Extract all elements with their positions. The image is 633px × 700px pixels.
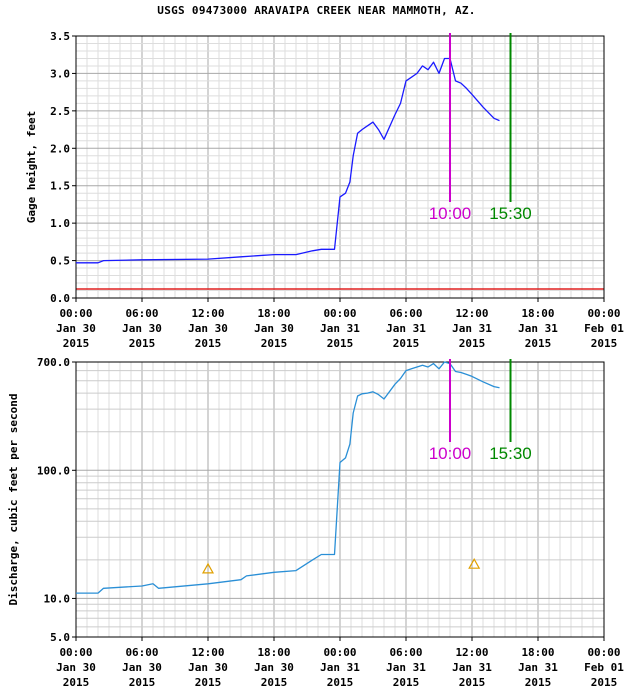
x-tick-label: 00:00 bbox=[323, 307, 356, 320]
x-tick-label: 18:00 bbox=[257, 307, 290, 320]
x-tick-label: 18:00 bbox=[521, 646, 554, 659]
chart-panel-2: 5.0 10.0 100.0 700.0 00:00 Jan 30 2015 06:00 Jan… bbox=[7, 356, 624, 689]
x-tick-label: 06:00 bbox=[125, 307, 158, 320]
x-tick-label: 2015 bbox=[393, 676, 420, 689]
x-tick-label: 2015 bbox=[459, 337, 486, 350]
x-tick-label: 12:00 bbox=[191, 307, 224, 320]
estimated-value-marker bbox=[201, 562, 215, 574]
x-tick-label: 00:00 bbox=[59, 307, 92, 320]
x-tick-label: Jan 31 bbox=[452, 322, 492, 335]
x-tick-label: Jan 30 bbox=[254, 322, 294, 335]
x-tick-label: Jan 31 bbox=[386, 322, 426, 335]
x-tick-label: 2015 bbox=[525, 676, 552, 689]
annotation-label-2: 15:30 bbox=[489, 204, 532, 223]
annotation-label-2: 15:30 bbox=[489, 444, 532, 463]
x-tick-label: 06:00 bbox=[125, 646, 158, 659]
chart-panel-1: 0.0 0.5 1.0 1.5 2.0 2.5 3.0 3.5 00:00 Jan 30 2015 0… bbox=[25, 30, 624, 350]
x-tick-label: Jan 30 bbox=[188, 322, 228, 335]
x-tick-label: 2015 bbox=[591, 337, 618, 350]
y-tick-label: 0.5 bbox=[50, 255, 70, 268]
x-tick-label: 2015 bbox=[63, 676, 90, 689]
x-tick-label: Jan 30 bbox=[188, 661, 228, 674]
x-tick-label: 00:00 bbox=[59, 646, 92, 659]
x-tick-label: 2015 bbox=[459, 676, 486, 689]
x-tick-label: 2015 bbox=[129, 676, 156, 689]
estimated-value-marker bbox=[468, 557, 481, 569]
y-tick-label: 700.0 bbox=[37, 356, 70, 369]
x-tick-label: 2015 bbox=[195, 337, 222, 350]
x-tick-label: 2015 bbox=[195, 676, 222, 689]
y-tick-label: 1.0 bbox=[50, 217, 70, 230]
x-tick-label: Feb 01 bbox=[584, 661, 624, 674]
x-tick-label: Feb 01 bbox=[584, 322, 624, 335]
x-tick-label: 2015 bbox=[261, 676, 288, 689]
y-axis-label: Discharge, cubic feet per second bbox=[7, 394, 20, 606]
y-axis-label: Gage height, feet bbox=[25, 111, 38, 224]
x-tick-label: Jan 30 bbox=[56, 661, 96, 674]
x-tick-label: Jan 31 bbox=[386, 661, 426, 674]
y-tick-label: 2.0 bbox=[50, 142, 70, 155]
y-tick-label: 1.5 bbox=[50, 180, 70, 193]
x-tick-label: 18:00 bbox=[521, 307, 554, 320]
x-tick-label: 2015 bbox=[261, 337, 288, 350]
x-tick-label: 18:00 bbox=[257, 646, 290, 659]
x-tick-label: 12:00 bbox=[455, 307, 488, 320]
x-tick-label: 2015 bbox=[393, 337, 420, 350]
y-tick-label: 0.0 bbox=[50, 292, 70, 305]
x-tick-label: 06:00 bbox=[389, 646, 422, 659]
x-tick-label: 2015 bbox=[525, 337, 552, 350]
annotation-label-1: 10:00 bbox=[429, 444, 472, 463]
x-tick-label: Jan 31 bbox=[518, 661, 558, 674]
x-tick-label: Jan 31 bbox=[518, 322, 558, 335]
data-series-line bbox=[76, 57, 500, 264]
data-series-line bbox=[76, 361, 500, 594]
x-tick-label: 06:00 bbox=[389, 307, 422, 320]
x-tick-label: 2015 bbox=[327, 676, 354, 689]
x-tick-label: Jan 31 bbox=[320, 661, 360, 674]
x-tick-label: 12:00 bbox=[455, 646, 488, 659]
x-tick-label: Jan 30 bbox=[254, 661, 294, 674]
y-tick-label: 3.5 bbox=[50, 30, 70, 43]
y-tick-label: 10.0 bbox=[44, 592, 71, 605]
x-tick-label: Jan 31 bbox=[320, 322, 360, 335]
x-tick-label: Jan 30 bbox=[122, 322, 162, 335]
x-tick-label: 2015 bbox=[63, 337, 90, 350]
annotation-label-1: 10:00 bbox=[429, 204, 472, 223]
y-tick-label: 100.0 bbox=[37, 464, 70, 477]
x-tick-label: Jan 30 bbox=[122, 661, 162, 674]
x-tick-label: 12:00 bbox=[191, 646, 224, 659]
x-tick-label: Jan 31 bbox=[452, 661, 492, 674]
y-tick-label: 2.5 bbox=[50, 105, 70, 118]
x-tick-label: Jan 30 bbox=[56, 322, 96, 335]
y-tick-label: 3.0 bbox=[50, 67, 70, 80]
chart-title: USGS 09473000 ARAVAIPA CREEK NEAR MAMMOT… bbox=[157, 4, 476, 17]
x-tick-label: 00:00 bbox=[587, 646, 620, 659]
x-tick-label: 00:00 bbox=[587, 307, 620, 320]
y-tick-label: 5.0 bbox=[50, 631, 70, 644]
x-tick-label: 2015 bbox=[327, 337, 354, 350]
x-tick-label: 2015 bbox=[129, 337, 156, 350]
x-tick-label: 2015 bbox=[591, 676, 618, 689]
x-tick-label: 00:00 bbox=[323, 646, 356, 659]
